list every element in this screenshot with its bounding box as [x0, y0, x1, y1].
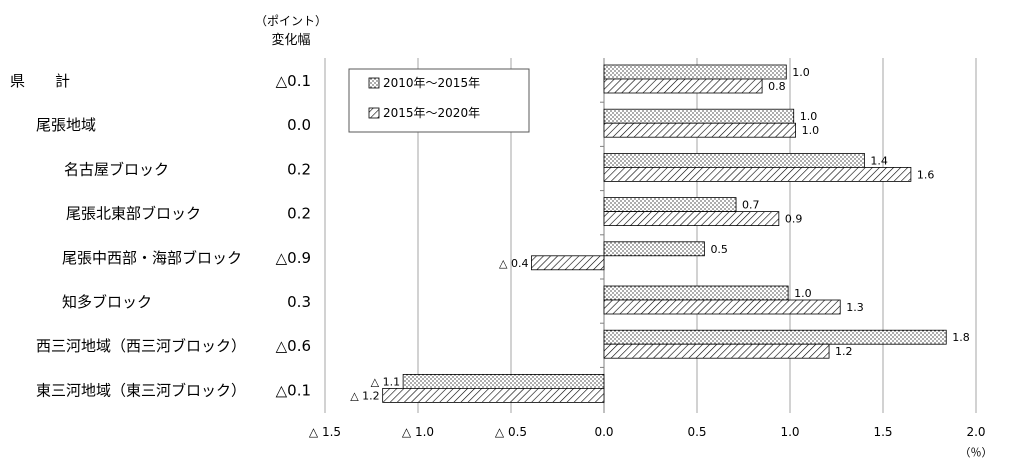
data-label-s0-c6: 1.8 [952, 331, 970, 344]
change-value-2: 0.2 [287, 160, 311, 178]
bar-s1-c6 [603, 343, 830, 359]
bar-s1-c1 [603, 122, 796, 138]
data-label-s0-c7: △ 1.1 [371, 375, 400, 388]
x-tick-label-1: △ 1.0 [402, 425, 434, 439]
data-label-s0-c5: 1.0 [794, 287, 812, 300]
header-unit-bottom: 変化幅 [271, 32, 310, 48]
bars [382, 64, 947, 403]
x-tick-label-4: 0.5 [687, 425, 706, 439]
change-value-0: △0.1 [276, 72, 311, 90]
x-tick-label-7: 2.0 [966, 425, 985, 439]
data-label-s1-c4: △ 0.4 [499, 257, 528, 270]
change-value-3: 0.2 [287, 205, 311, 223]
change-value-5: 0.3 [287, 293, 311, 311]
change-value-7: △0.1 [276, 381, 311, 399]
category-label-0: 県 計 [10, 72, 70, 90]
legend: 2010年～2015年 2015年～2020年 [348, 68, 530, 133]
change-value-4: △0.9 [276, 249, 311, 267]
bar-s1-c0 [603, 78, 763, 94]
x-tick-label-6: 1.5 [873, 425, 892, 439]
x-axis-unit: （％） [960, 446, 993, 459]
x-tick-label-2: △ 0.5 [495, 425, 527, 439]
bar-s0-c3 [603, 197, 737, 213]
bar-s0-c0 [603, 64, 787, 80]
data-label-s0-c0: 1.0 [792, 66, 810, 79]
category-labels: 県 計 △0.1 尾張地域 0.0 名古屋ブロック 0.2 尾張北東部ブロック 0.2 尾張中西… [10, 72, 311, 399]
category-label-5: 知多ブロック [62, 293, 152, 311]
data-label-s1-c1: 1.0 [802, 124, 820, 137]
legend-swatch-2010-2015 [368, 77, 380, 89]
legend-swatch-2015-2020 [368, 107, 380, 119]
bar-s1-c3 [603, 211, 780, 227]
bar-s1-c2 [603, 166, 912, 182]
data-label-s1-c7: △ 1.2 [350, 389, 379, 402]
header-unit-top: （ポイント） [255, 14, 327, 28]
data-label-s1-c3: 0.9 [785, 213, 803, 226]
data-label-s1-c5: 1.3 [846, 301, 864, 314]
legend-label-2010-2015: 2010年～2015年 [383, 76, 480, 90]
x-tick-label-3: 0.0 [594, 425, 613, 439]
data-label-s1-c0: 0.8 [768, 80, 786, 93]
bar-s1-c7 [382, 387, 605, 403]
bar-s1-c4 [531, 255, 605, 271]
category-label-6: 西三河地域（西三河ブロック） [36, 337, 246, 355]
data-label-s0-c2: 1.4 [870, 154, 888, 167]
bar-s0-c7 [402, 373, 605, 389]
category-label-4: 尾張中西部・海部ブロック [62, 249, 242, 267]
data-label-s0-c3: 0.7 [742, 199, 760, 212]
category-label-1: 尾張地域 [36, 116, 96, 134]
data-label-s0-c1: 1.0 [800, 110, 818, 123]
data-label-s1-c6: 1.2 [835, 345, 853, 358]
x-tick-labels: △ 1.5 △ 1.0 △ 0.5 0.0 0.5 1.0 1.5 2.0 [309, 425, 986, 439]
change-value-1: 0.0 [287, 116, 311, 134]
category-label-3: 尾張北東部ブロック [66, 205, 201, 223]
change-value-6: △0.6 [276, 337, 311, 355]
category-label-2: 名古屋ブロック [64, 160, 169, 178]
bar-s0-c1 [603, 108, 795, 124]
x-tick-label-5: 1.0 [780, 425, 799, 439]
category-label-7: 東三河地域（東三河ブロック） [36, 381, 246, 399]
bar-s0-c6 [603, 329, 947, 345]
data-label-s0-c4: 0.5 [710, 243, 728, 256]
bar-s1-c5 [603, 299, 841, 315]
x-tick-label-0: △ 1.5 [309, 425, 341, 439]
bar-s0-c5 [603, 285, 789, 301]
legend-label-2015-2020: 2015年～2020年 [383, 106, 480, 120]
data-label-s1-c2: 1.6 [917, 168, 935, 181]
data-labels: 1.01.01.40.70.51.01.8△ 1.10.81.01.60.9△ … [350, 66, 970, 402]
bar-s0-c4 [603, 241, 705, 257]
bar-s0-c2 [603, 152, 865, 168]
